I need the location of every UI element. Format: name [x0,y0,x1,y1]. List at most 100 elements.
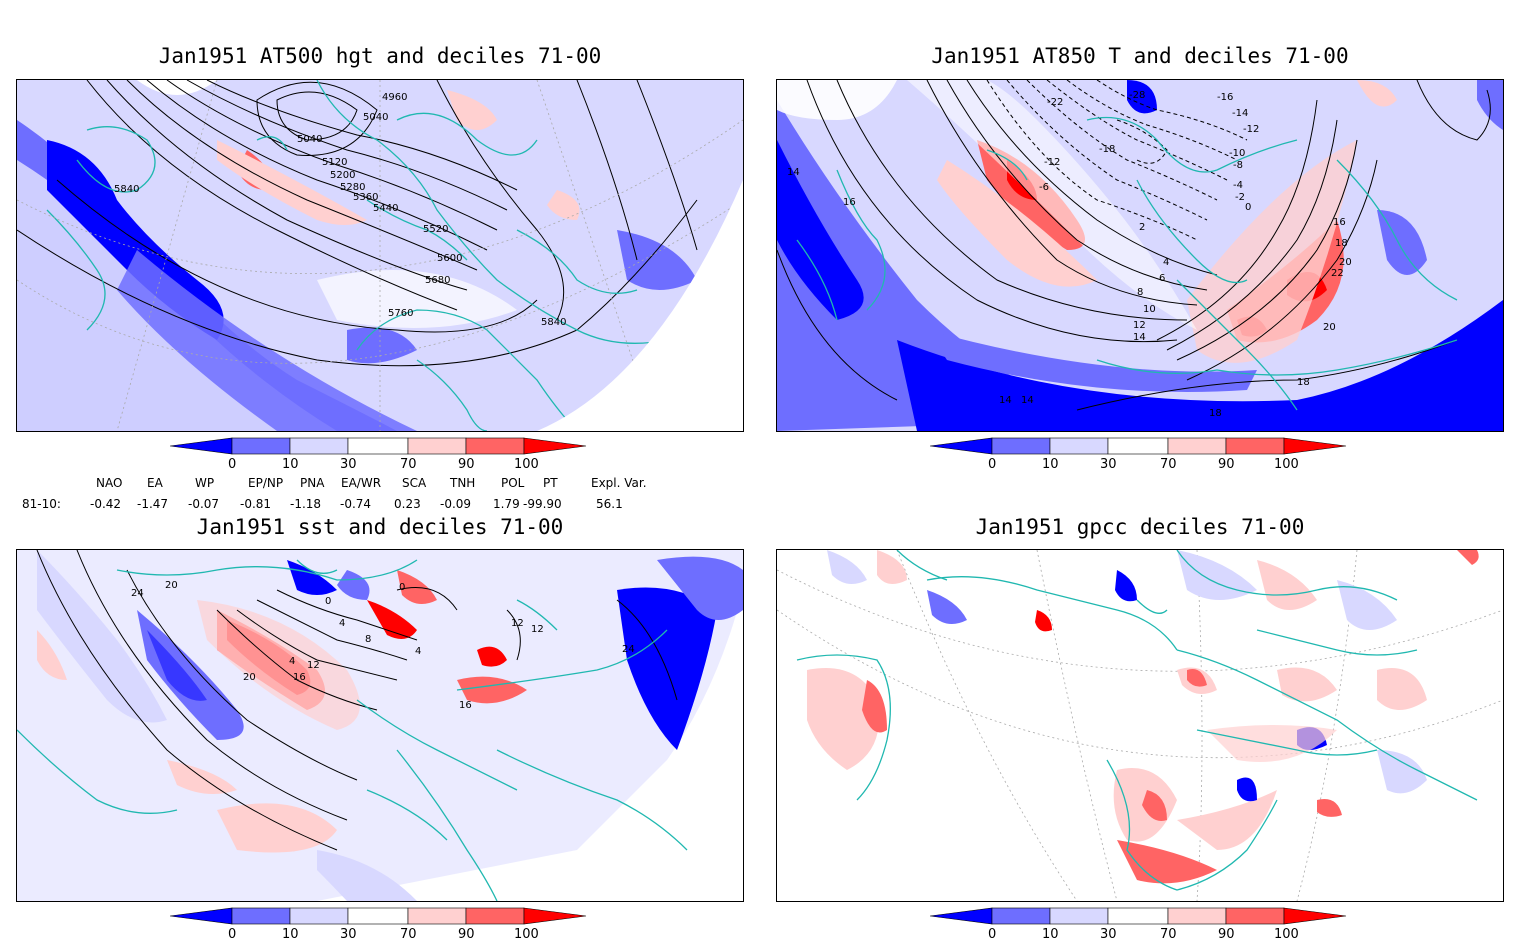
contour-label: 5200 [330,170,355,181]
contour-label: 8 [1137,287,1143,298]
colorbar-tick: 10 [1042,457,1059,472]
contour-label: 20 [243,672,256,683]
index-header: PNA [300,476,325,490]
contour-label: 5840 [541,317,566,328]
index-header: WP [195,476,215,490]
colorbar-tick: 90 [458,457,475,472]
index-header: EP/NP [248,476,284,490]
contour-label: 24 [131,588,144,599]
contour-label: 4960 [382,92,407,103]
contour-label: 5680 [425,275,450,286]
colorbar-tick: 30 [340,927,357,940]
contour-label: 12 [307,660,320,671]
colorbar-gpcc: 0 10 30 70 90 100 [930,907,1347,940]
contour-label: 18 [1209,408,1222,419]
contour-label: 0 [1245,202,1251,213]
panel-title-sst: Jan1951 sst and deciles 71-00 [196,515,564,539]
panel-title-t850: Jan1951 AT850 T and deciles 71-00 [931,44,1349,68]
index-row-label: 81-10: [22,497,61,511]
contour-label: 5600 [437,253,462,264]
colorbar-tick: 70 [400,457,417,472]
contour-label: 12 [1133,320,1146,331]
contour-label: -6 [1039,182,1049,193]
contour-label: -28 [1129,90,1145,101]
contour-label: 4 [415,646,421,657]
contour-label: 2 [1139,222,1145,233]
contour-label: 4 [339,618,345,629]
contour-label: -10 [1229,148,1245,159]
contour-label: 5520 [423,224,448,235]
contour-label: 4 [1163,257,1169,268]
contour-label: 5440 [373,203,398,214]
index-header: TNH [450,476,476,490]
colorbar-tick: 30 [1100,927,1117,940]
colorbar-sst: 0 10 30 70 90 100 [170,907,587,940]
colorbar-tick: 0 [988,927,996,940]
map-panel-hgt500: 4960 5040 5040 5120 5200 5280 5360 5440 … [16,79,744,432]
colorbar-tick: 0 [228,927,236,940]
contour-label: -14 [1232,108,1248,119]
panel-title-gpcc: Jan1951 gpcc deciles 71-00 [975,515,1305,539]
map-panel-gpcc [776,549,1504,902]
contour-label: 16 [459,700,472,711]
contour-label: 14 [1021,395,1034,406]
colorbar-t850: 0 10 30 70 90 100 [930,437,1347,472]
contour-label: 8 [365,634,371,645]
contour-label: 18 [1297,377,1310,388]
colorbar-tick: 70 [1160,927,1177,940]
colorbar-tick: 30 [340,457,357,472]
index-header: EA [147,476,163,490]
contour-label: 5120 [322,157,347,168]
colorbar-tick: 70 [1160,457,1177,472]
index-value: -0.07 [188,497,220,511]
index-value: -1.47 [137,497,169,511]
index-value: -0.81 [240,497,272,511]
contour-label: 20 [1323,322,1336,333]
index-header: SCA [402,476,427,490]
index-value: -0.74 [340,497,372,511]
colorbar-hgt500: 0 10 30 70 90 100 [170,437,587,472]
contour-label: 16 [293,672,306,683]
colorbar-tick: 100 [514,457,539,472]
index-header: Expl. Var. [591,476,647,490]
contour-label: 12 [531,624,544,635]
contour-label: 12 [511,618,524,629]
index-value: -99.90 [523,497,562,511]
map-panel-sst: 24 20 0 0 4 8 4 12 16 20 12 16 24 12 4 [16,549,744,902]
colorbar-tick: 90 [1218,927,1235,940]
contour-label: 20 [1339,257,1352,268]
contour-label: 20 [165,580,178,591]
index-header: PT [543,476,558,490]
index-value: -0.09 [440,497,472,511]
colorbar-tick: 90 [458,927,475,940]
colorbar-tick: 0 [988,457,996,472]
contour-label: 5840 [114,184,139,195]
index-header: NAO [96,476,123,490]
index-value: 56.1 [596,497,623,511]
contour-label: 5040 [297,134,322,145]
contour-label: 18 [1335,238,1348,249]
contour-label: -22 [1047,97,1063,108]
contour-label: -2 [1235,192,1245,203]
contour-label: 14 [1133,332,1146,343]
index-value: -1.18 [290,497,322,511]
colorbar-tick: 100 [1274,927,1299,940]
index-value: -0.42 [90,497,122,511]
contour-label: 16 [843,197,856,208]
index-value: 1.79 [493,497,520,511]
contour-label: 4 [289,656,295,667]
contour-label: 0 [325,596,331,607]
contour-label: 10 [1143,304,1156,315]
contour-label: 22 [1331,268,1344,279]
contour-label: -8 [1233,160,1243,171]
contour-label: 24 [622,644,635,655]
contour-label: 5760 [388,308,413,319]
index-value: 0.23 [394,497,421,511]
contour-label: -16 [1217,92,1233,103]
map-panel-t850: -22 -28 -16 -14 -12 -12 -10 -8 -6 -4 -2 … [776,79,1504,432]
contour-label: -18 [1099,144,1115,155]
colorbar-tick: 100 [514,927,539,940]
colorbar-tick: 90 [1218,457,1235,472]
contour-label: 5280 [340,182,365,193]
contour-label: 5360 [353,192,378,203]
